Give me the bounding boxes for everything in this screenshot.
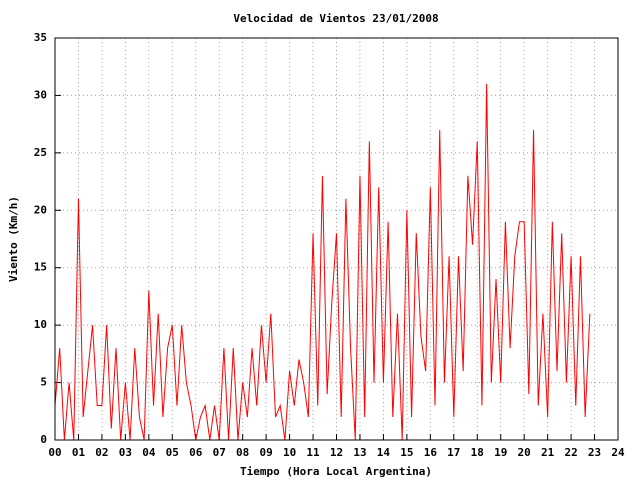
y-tick-label: 10 bbox=[34, 318, 47, 331]
x-tick-label: 03 bbox=[119, 446, 132, 459]
x-tick-label: 06 bbox=[189, 446, 203, 459]
x-tick-label: 02 bbox=[95, 446, 108, 459]
x-tick-label: 12 bbox=[330, 446, 343, 459]
x-tick-label: 17 bbox=[447, 446, 460, 459]
x-tick-label: 07 bbox=[213, 446, 226, 459]
x-tick-label: 11 bbox=[306, 446, 320, 459]
x-tick-label: 20 bbox=[518, 446, 531, 459]
y-axis-label: Viento (Km/h) bbox=[7, 196, 20, 282]
y-tick-label: 15 bbox=[34, 261, 47, 274]
x-tick-label: 24 bbox=[611, 446, 625, 459]
y-tick-label: 0 bbox=[40, 433, 47, 446]
x-axis-label: Tiempo (Hora Local Argentina) bbox=[240, 465, 432, 478]
y-tick-label: 25 bbox=[34, 146, 47, 159]
x-tick-label: 14 bbox=[377, 446, 391, 459]
x-tick-label: 15 bbox=[400, 446, 413, 459]
x-tick-label: 05 bbox=[166, 446, 179, 459]
x-tick-label: 09 bbox=[260, 446, 273, 459]
x-tick-label: 22 bbox=[564, 446, 577, 459]
x-tick-label: 10 bbox=[283, 446, 296, 459]
y-tick-label: 35 bbox=[34, 31, 47, 44]
plot-border bbox=[54, 37, 619, 441]
x-tick-label: 13 bbox=[353, 446, 366, 459]
y-tick-label: 5 bbox=[40, 376, 47, 389]
x-tick-label: 19 bbox=[494, 446, 507, 459]
x-tick-label: 08 bbox=[236, 446, 249, 459]
x-tick-label: 16 bbox=[424, 446, 438, 459]
x-tick-label: 18 bbox=[471, 446, 484, 459]
x-tick-label: 01 bbox=[72, 446, 86, 459]
x-tick-label: 21 bbox=[541, 446, 555, 459]
chart-title: Velocidad de Vientos 23/01/2008 bbox=[233, 12, 438, 25]
x-tick-label: 04 bbox=[142, 446, 156, 459]
y-tick-label: 30 bbox=[34, 88, 47, 101]
y-tick-label: 20 bbox=[34, 203, 47, 216]
x-tick-label: 23 bbox=[588, 446, 601, 459]
x-tick-label: 00 bbox=[48, 446, 61, 459]
